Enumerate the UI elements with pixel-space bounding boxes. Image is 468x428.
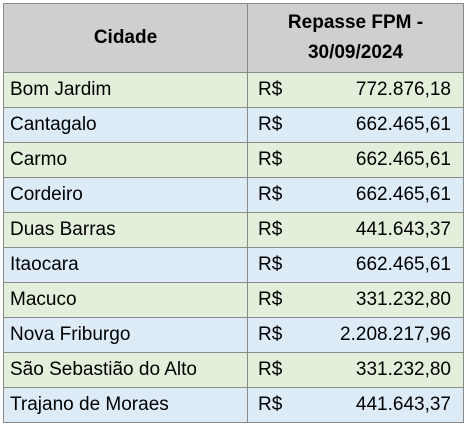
city-cell: Cantagalo xyxy=(3,107,248,143)
currency: R$ xyxy=(258,324,283,345)
currency: R$ xyxy=(258,254,283,275)
amount-cell: R$ 662.465,61 xyxy=(247,177,464,213)
header-amount: Repasse FPM - 30/09/2024 xyxy=(247,3,464,73)
table-row: Nova Friburgo R$ 2.208.217,96 xyxy=(3,317,464,353)
amount-cell: R$ 441.643,37 xyxy=(247,212,464,248)
city-cell: Bom Jardim xyxy=(3,72,248,108)
amount: 662.465,61 xyxy=(355,149,451,170)
currency: R$ xyxy=(258,394,283,415)
amount: 331.232,80 xyxy=(355,359,451,380)
city-cell: Macuco xyxy=(3,282,248,318)
city-cell: Nova Friburgo xyxy=(3,317,248,353)
currency: R$ xyxy=(258,359,283,380)
table-row: Carmo R$ 662.465,61 xyxy=(3,142,464,178)
table-row: Duas Barras R$ 441.643,37 xyxy=(3,212,464,248)
table-row: Cantagalo R$ 662.465,61 xyxy=(3,107,464,143)
amount: 441.643,37 xyxy=(355,219,451,240)
currency: R$ xyxy=(258,149,283,170)
amount: 662.465,61 xyxy=(355,254,451,275)
fpm-table: Cidade Repasse FPM - 30/09/2024 Bom Jard… xyxy=(3,3,464,423)
amount: 662.465,61 xyxy=(355,184,451,205)
city-cell: São Sebastião do Alto xyxy=(3,352,248,388)
table-row: Macuco R$ 331.232,80 xyxy=(3,282,464,318)
city-cell: Carmo xyxy=(3,142,248,178)
table-row: Trajano de Moraes R$ 441.643,37 xyxy=(3,387,464,423)
header-row: Cidade Repasse FPM - 30/09/2024 xyxy=(3,3,464,73)
amount-cell: R$ 662.465,61 xyxy=(247,247,464,283)
city-cell: Duas Barras xyxy=(3,212,248,248)
amount-cell: R$ 662.465,61 xyxy=(247,142,464,178)
amount-cell: R$ 331.232,80 xyxy=(247,282,464,318)
currency: R$ xyxy=(258,79,283,100)
amount-cell: R$ 441.643,37 xyxy=(247,387,464,423)
city-cell: Trajano de Moraes xyxy=(3,387,248,423)
table-body: Bom Jardim R$ 772.876,18 Cantagalo R$ 662.465… xyxy=(3,72,464,423)
currency: R$ xyxy=(258,219,283,240)
amount: 2.208.217,96 xyxy=(340,324,451,345)
table-row: São Sebastião do Alto R$ 331.232,80 xyxy=(3,352,464,388)
amount: 331.232,80 xyxy=(355,289,451,310)
currency: R$ xyxy=(258,114,283,135)
city-cell: Cordeiro xyxy=(3,177,248,213)
city-cell: Itaocara xyxy=(3,247,248,283)
amount-cell: R$ 662.465,61 xyxy=(247,107,464,143)
currency: R$ xyxy=(258,184,283,205)
amount-cell: R$ 772.876,18 xyxy=(247,72,464,108)
amount: 772.876,18 xyxy=(355,79,451,100)
currency: R$ xyxy=(258,289,283,310)
table-row: Itaocara R$ 662.465,61 xyxy=(3,247,464,283)
table-row: Cordeiro R$ 662.465,61 xyxy=(3,177,464,213)
header-city: Cidade xyxy=(3,3,248,73)
table-row: Bom Jardim R$ 772.876,18 xyxy=(3,72,464,108)
amount-cell: R$ 2.208.217,96 xyxy=(247,317,464,353)
amount: 662.465,61 xyxy=(355,114,451,135)
amount-cell: R$ 331.232,80 xyxy=(247,352,464,388)
amount: 441.643,37 xyxy=(355,394,451,415)
